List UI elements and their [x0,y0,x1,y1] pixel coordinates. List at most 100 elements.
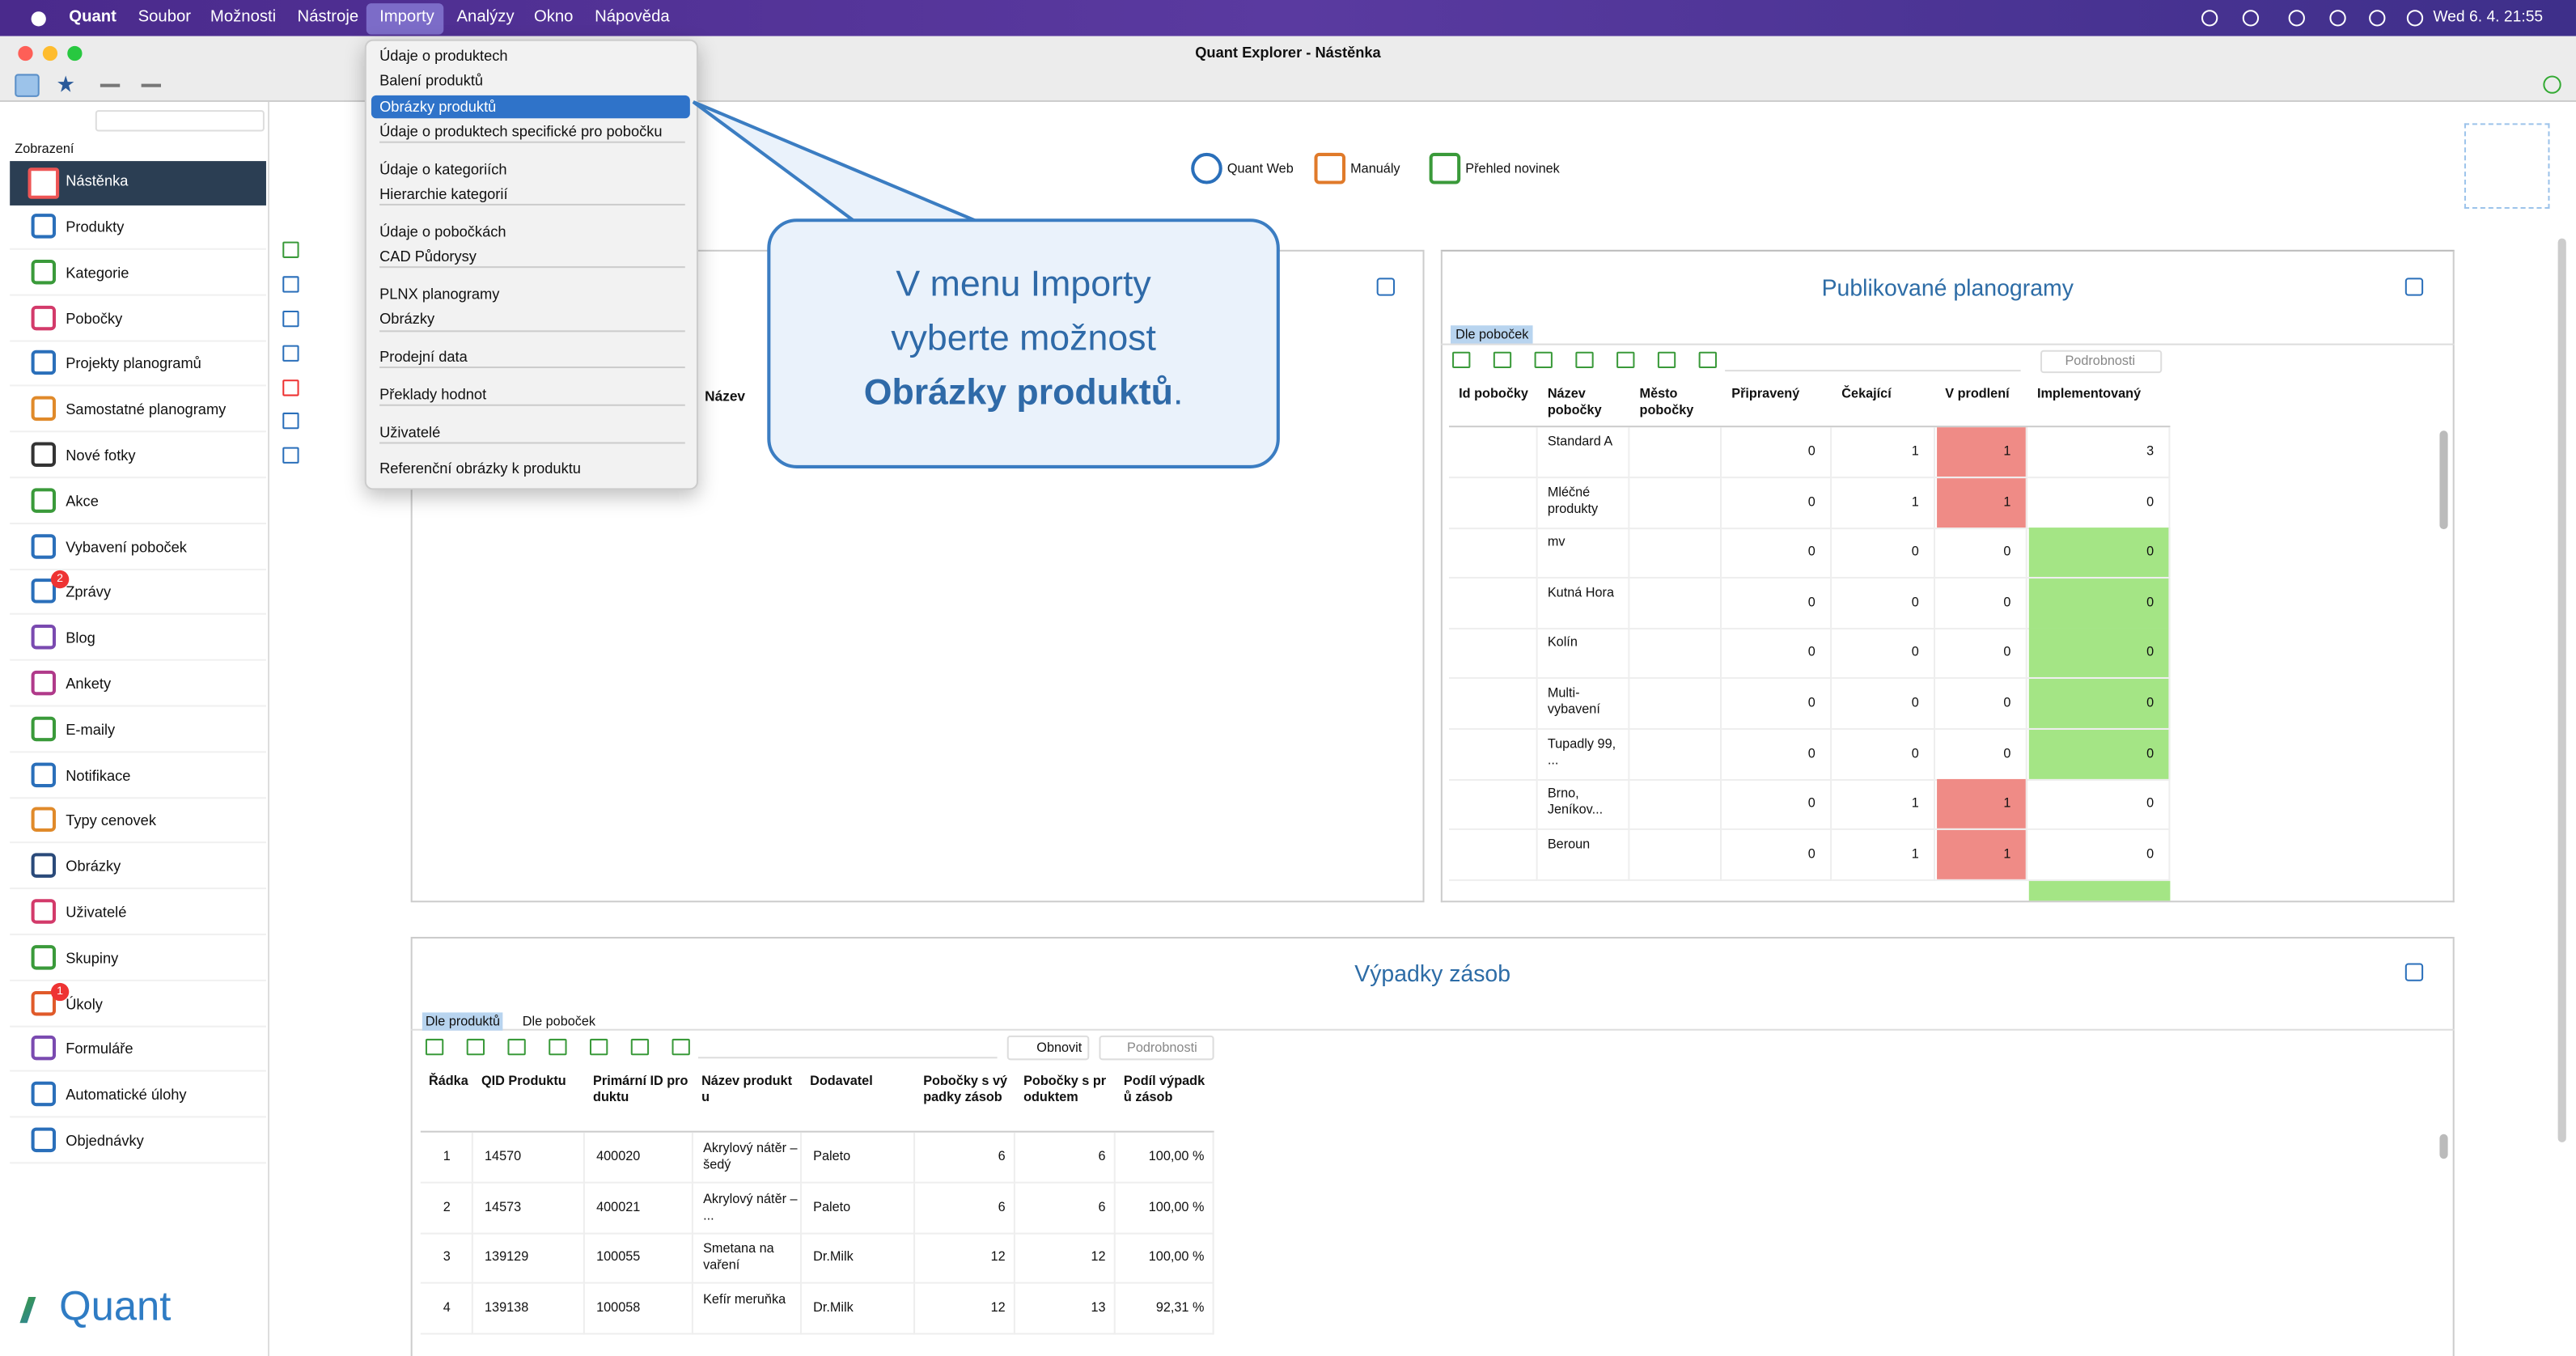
tab[interactable]: Dle poboček [1451,325,1534,344]
dropdown-item[interactable]: Obrázky [379,311,435,328]
grid-tool[interactable] [466,1038,485,1056]
grid-tool[interactable] [1698,351,1717,369]
nav-item[interactable]: Samostatné planogramy [66,401,227,418]
dropdown-item[interactable]: Balení produktů [379,72,484,90]
nav-item[interactable]: Blog [66,629,95,646]
tool-icon[interactable] [282,379,299,396]
nav-row[interactable] [10,571,266,616]
dropdown-item[interactable]: PLNX planogramy [379,286,500,303]
nav-item[interactable]: Úkoly [66,995,103,1012]
nav-row[interactable] [10,1028,266,1073]
nav-row[interactable] [10,480,266,524]
tool-icon[interactable] [282,345,299,362]
link[interactable]: Quant Web [1227,161,1294,176]
grid-tool[interactable] [425,1038,444,1056]
grid-tool[interactable] [1493,351,1512,369]
nav-row[interactable] [10,845,266,890]
tb-fwd[interactable] [141,83,161,87]
tool-icon[interactable] [282,276,299,293]
menu-app[interactable]: Quant [69,8,117,27]
panel-edit[interactable] [2404,963,2424,981]
nav-item[interactable]: Produkty [66,218,125,235]
tab[interactable]: Dle produktů [422,1012,504,1031]
nav-item[interactable]: Vybavení poboček [66,538,187,555]
tool-icon[interactable] [282,412,299,430]
refresh-btn[interactable]: Obnovit [1006,1035,1090,1061]
nav-item[interactable]: Ankety [66,675,112,693]
link[interactable]: Přehled novinek [1465,161,1560,176]
dropdown-item[interactable]: Prodejní data [379,348,468,365]
nav-item[interactable]: Automatické úlohy [66,1087,187,1104]
nav-item[interactable]: Projekty planogramů [66,355,201,372]
nav-row[interactable] [10,525,266,570]
dropdown-item[interactable]: Překlady hodnot [379,385,487,403]
nav-item[interactable]: Akce [66,493,99,510]
nav-item[interactable]: Objednávky [66,1132,144,1150]
nav-row[interactable] [10,1119,266,1164]
dropdown-item[interactable]: CAD Půdorysy [379,248,477,265]
nav-row[interactable] [10,1074,266,1118]
dropdown-item[interactable]: Hierarchie kategorií [379,185,508,202]
menu-item[interactable]: Okno [533,8,574,27]
nav-item[interactable]: Pobočky [66,310,123,327]
details-btn[interactable]: Podrobnosti [2040,350,2163,374]
nav-row[interactable] [10,388,266,433]
tool-icon[interactable] [282,310,299,328]
nav-row[interactable] [10,251,266,296]
nav-item-selected[interactable]: Nástěnka [66,172,129,189]
panel-edit[interactable] [2404,278,2424,296]
nav-row[interactable] [10,982,266,1027]
nav-item[interactable]: E-maily [66,721,116,738]
nav-row[interactable] [10,434,266,479]
link-icon[interactable] [1191,152,1222,184]
link-icon[interactable] [1429,152,1461,184]
window-button[interactable] [42,45,58,61]
nav-item[interactable]: Nové fotky [66,447,136,464]
nav-row[interactable] [10,754,266,799]
grid-tool[interactable] [1616,351,1635,369]
dropdown-item[interactable]: Údaje o produktech specifické pro pobočk… [379,123,663,140]
panel-edit[interactable] [1376,278,1395,296]
dropdown-item[interactable]: Údaje o kategoriích [379,160,507,177]
menu-item[interactable]: Soubor [138,8,192,27]
nav-row[interactable] [10,663,266,707]
nav-row[interactable] [10,297,266,341]
nav-row[interactable] [10,206,266,250]
tool-icon[interactable] [282,241,299,258]
dropdown-item[interactable]: Obrázky produktů [379,98,497,115]
nav-row[interactable] [10,708,266,753]
nav-item[interactable]: Typy cenovek [66,812,156,829]
nav-item[interactable]: Zprávy [66,583,112,601]
nav-row[interactable] [10,891,266,935]
filter-box[interactable] [1725,350,2021,372]
menu-item[interactable]: Analýzy [456,8,515,27]
grid-tool[interactable] [549,1038,567,1056]
nav-item[interactable]: Skupiny [66,949,119,967]
grid-tool[interactable] [672,1038,690,1056]
grid-tool[interactable] [507,1038,526,1056]
grid-tool[interactable] [1575,351,1594,369]
link-icon[interactable] [1314,152,1346,184]
dropdown-item[interactable]: Údaje o produktech [379,47,508,65]
nav-item[interactable]: Notifikace [66,766,131,784]
grid-tool[interactable] [1657,351,1676,369]
tb-back[interactable] [100,83,121,87]
menu-item[interactable]: Importy [379,8,434,27]
dropdown-item[interactable]: Údaje o pobočkách [379,222,506,240]
link[interactable]: Manuály [1350,161,1400,176]
grid-tool[interactable] [630,1038,650,1056]
nav-item[interactable]: Kategorie [66,264,129,281]
nav-item[interactable]: Formuláře [66,1040,133,1058]
details-btn[interactable]: Podrobnosti [1099,1035,1214,1061]
menu-item[interactable]: Možnosti [210,8,277,27]
menu-item[interactable]: Nástroje [297,8,359,27]
tab[interactable]: Dle poboček [522,1014,596,1029]
tb-btn[interactable] [15,74,40,97]
grid-tool[interactable] [589,1038,608,1056]
window-button[interactable] [67,45,83,61]
filter-box[interactable] [698,1037,998,1059]
grid-tool[interactable] [1534,351,1553,369]
grid-tool[interactable] [1452,351,1471,369]
nav-row[interactable] [10,799,266,844]
nav-item[interactable]: Uživatelé [66,904,127,921]
